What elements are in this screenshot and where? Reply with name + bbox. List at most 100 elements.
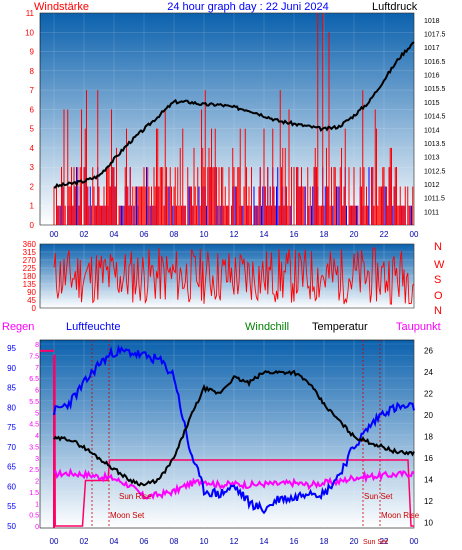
- temperature-axes: 00 02 04 06 08 10 12 14 16 18 20 22 0000.511.522.533…: [7, 342, 433, 546]
- temperature-tick-label: 24: [424, 368, 433, 377]
- time-tick-label: 14: [260, 230, 269, 239]
- wind-direction-line: [53, 247, 415, 305]
- time-tick-label: 22: [380, 537, 389, 546]
- temperature-grid: [40, 340, 415, 528]
- humidity-tick-label: 85: [7, 384, 16, 393]
- temperature-series: [40, 344, 415, 528]
- time-tick-label: 10: [200, 537, 209, 546]
- time-tick-label: 02: [80, 537, 89, 546]
- wind-pressure-panel: [39, 12, 415, 226]
- wind-tick-label: 0: [30, 221, 35, 230]
- temperature-tick-label: 16: [424, 454, 433, 463]
- luftfeuchte-label: Luftfeuchte: [66, 321, 120, 333]
- dir-label-w: W: [434, 259, 445, 271]
- humidity-tick-label: 65: [7, 463, 16, 472]
- direction-tick-label: 135: [23, 280, 37, 289]
- pressure-tick-label: 1018: [424, 18, 440, 25]
- rain-tick-label: 2: [35, 479, 39, 486]
- humidity-tick-label: 95: [7, 344, 16, 353]
- pressure-tick-label: 1011.5: [424, 196, 445, 203]
- temperature-tick-label: 10: [424, 519, 433, 528]
- pressure-tick-label: 1015: [424, 100, 440, 107]
- time-tick-label: 10: [200, 230, 209, 239]
- pressure-tick-label: 1017.5: [424, 32, 446, 39]
- pressure-tick-label: 1011: [424, 209, 439, 216]
- humidity-tick-label: 60: [7, 482, 16, 491]
- moon-set-annotation: Moon Set: [110, 511, 145, 520]
- temperature-tick-label: 26: [424, 347, 433, 356]
- direction-tick-label: 90: [27, 288, 36, 297]
- direction-tick-label: 45: [27, 296, 36, 305]
- time-tick-label: 00: [410, 230, 419, 239]
- rain-tick-label: 1.5: [29, 490, 39, 497]
- humidity-tick-label: 70: [7, 443, 16, 452]
- humidity-tick-label: 75: [7, 423, 16, 432]
- time-tick-label: 18: [320, 230, 329, 239]
- sun-rise-annotation: Sun Rise: [119, 492, 152, 501]
- wind-pressure-axes: 0123456789101110111011.510121012.5101310…: [25, 9, 445, 239]
- dir-label-s: S: [434, 274, 441, 286]
- rain-tick-label: 5.5: [29, 399, 39, 406]
- sun-set-bottom-annotation: Sun Set: [363, 539, 388, 546]
- time-tick-label: 00: [410, 537, 419, 546]
- time-tick-label: 18: [320, 537, 329, 546]
- temperature-tick-label: 14: [424, 476, 433, 485]
- luftdruck-label: Luftdruck: [372, 1, 418, 13]
- time-tick-label: 06: [140, 537, 149, 546]
- time-tick-label: 16: [290, 230, 299, 239]
- rain-tick-label: 8: [35, 342, 39, 349]
- dir-label-n-bottom: N: [434, 305, 442, 317]
- wind-tick-label: 8: [30, 67, 35, 76]
- pressure-tick-label: 1015.5: [424, 86, 446, 93]
- temperature-tick-label: 22: [424, 390, 433, 399]
- wind-tick-label: 10: [25, 28, 34, 37]
- time-tick-label: 12: [230, 537, 239, 546]
- dir-label-n-top: N: [434, 241, 442, 253]
- rain-tick-label: 5: [35, 410, 39, 417]
- pressure-path: [53, 41, 415, 189]
- rain-tick-label: 7.5: [29, 353, 39, 360]
- time-tick-label: 06: [140, 230, 149, 239]
- wind-tick-label: 6: [30, 105, 35, 114]
- regen-label: Regen: [2, 321, 34, 333]
- time-tick-label: 04: [110, 230, 119, 239]
- temperature-path: [53, 369, 415, 487]
- humidity-tick-label: 50: [7, 522, 16, 531]
- wind-tick-label: 11: [26, 9, 35, 18]
- pressure-tick-label: 1016.5: [424, 59, 446, 66]
- temperature-tick-label: 18: [424, 433, 433, 442]
- time-tick-label: 20: [350, 537, 359, 546]
- rain-tick-label: 0: [35, 524, 39, 531]
- time-tick-label: 12: [230, 230, 239, 239]
- temperature-tick-label: 20: [424, 411, 433, 420]
- rain-tick-label: 4: [35, 433, 39, 440]
- humidity-path: [53, 344, 415, 515]
- pressure-tick-label: 1014: [424, 127, 440, 134]
- dir-label-o: O: [434, 290, 443, 302]
- wind-tick-label: 5: [30, 125, 35, 134]
- pressure-tick-label: 1013.5: [424, 141, 446, 148]
- rain-tick-label: 3: [35, 456, 39, 463]
- rain-tick-label: 2.5: [29, 467, 39, 474]
- direction-tick-label: 360: [23, 240, 37, 249]
- direction-tick-label: 0: [32, 304, 37, 313]
- pressure-tick-label: 1012: [424, 182, 440, 189]
- pressure-tick-label: 1014.5: [424, 114, 446, 121]
- time-tick-label: 00: [50, 230, 59, 239]
- sun-set-annotation: Sun Set: [364, 492, 393, 501]
- wind-tick-label: 3: [30, 163, 35, 172]
- temperature-tick-label: 12: [424, 497, 433, 506]
- rain-tick-label: 1: [35, 501, 39, 508]
- direction-tick-label: 225: [23, 264, 37, 273]
- wind-tick-label: 1: [30, 202, 35, 211]
- time-tick-label: 22: [380, 230, 389, 239]
- pressure-tick-label: 1016: [424, 73, 440, 80]
- direction-tick-label: 315: [23, 248, 37, 257]
- humidity-tick-label: 55: [7, 502, 16, 511]
- time-tick-label: 08: [170, 537, 179, 546]
- temperatur-label: Temperatur: [312, 321, 368, 333]
- wind-tick-label: 9: [30, 48, 35, 57]
- rain-tick-label: 7: [35, 365, 39, 372]
- taupunkt-label: Taupunkt: [396, 321, 441, 333]
